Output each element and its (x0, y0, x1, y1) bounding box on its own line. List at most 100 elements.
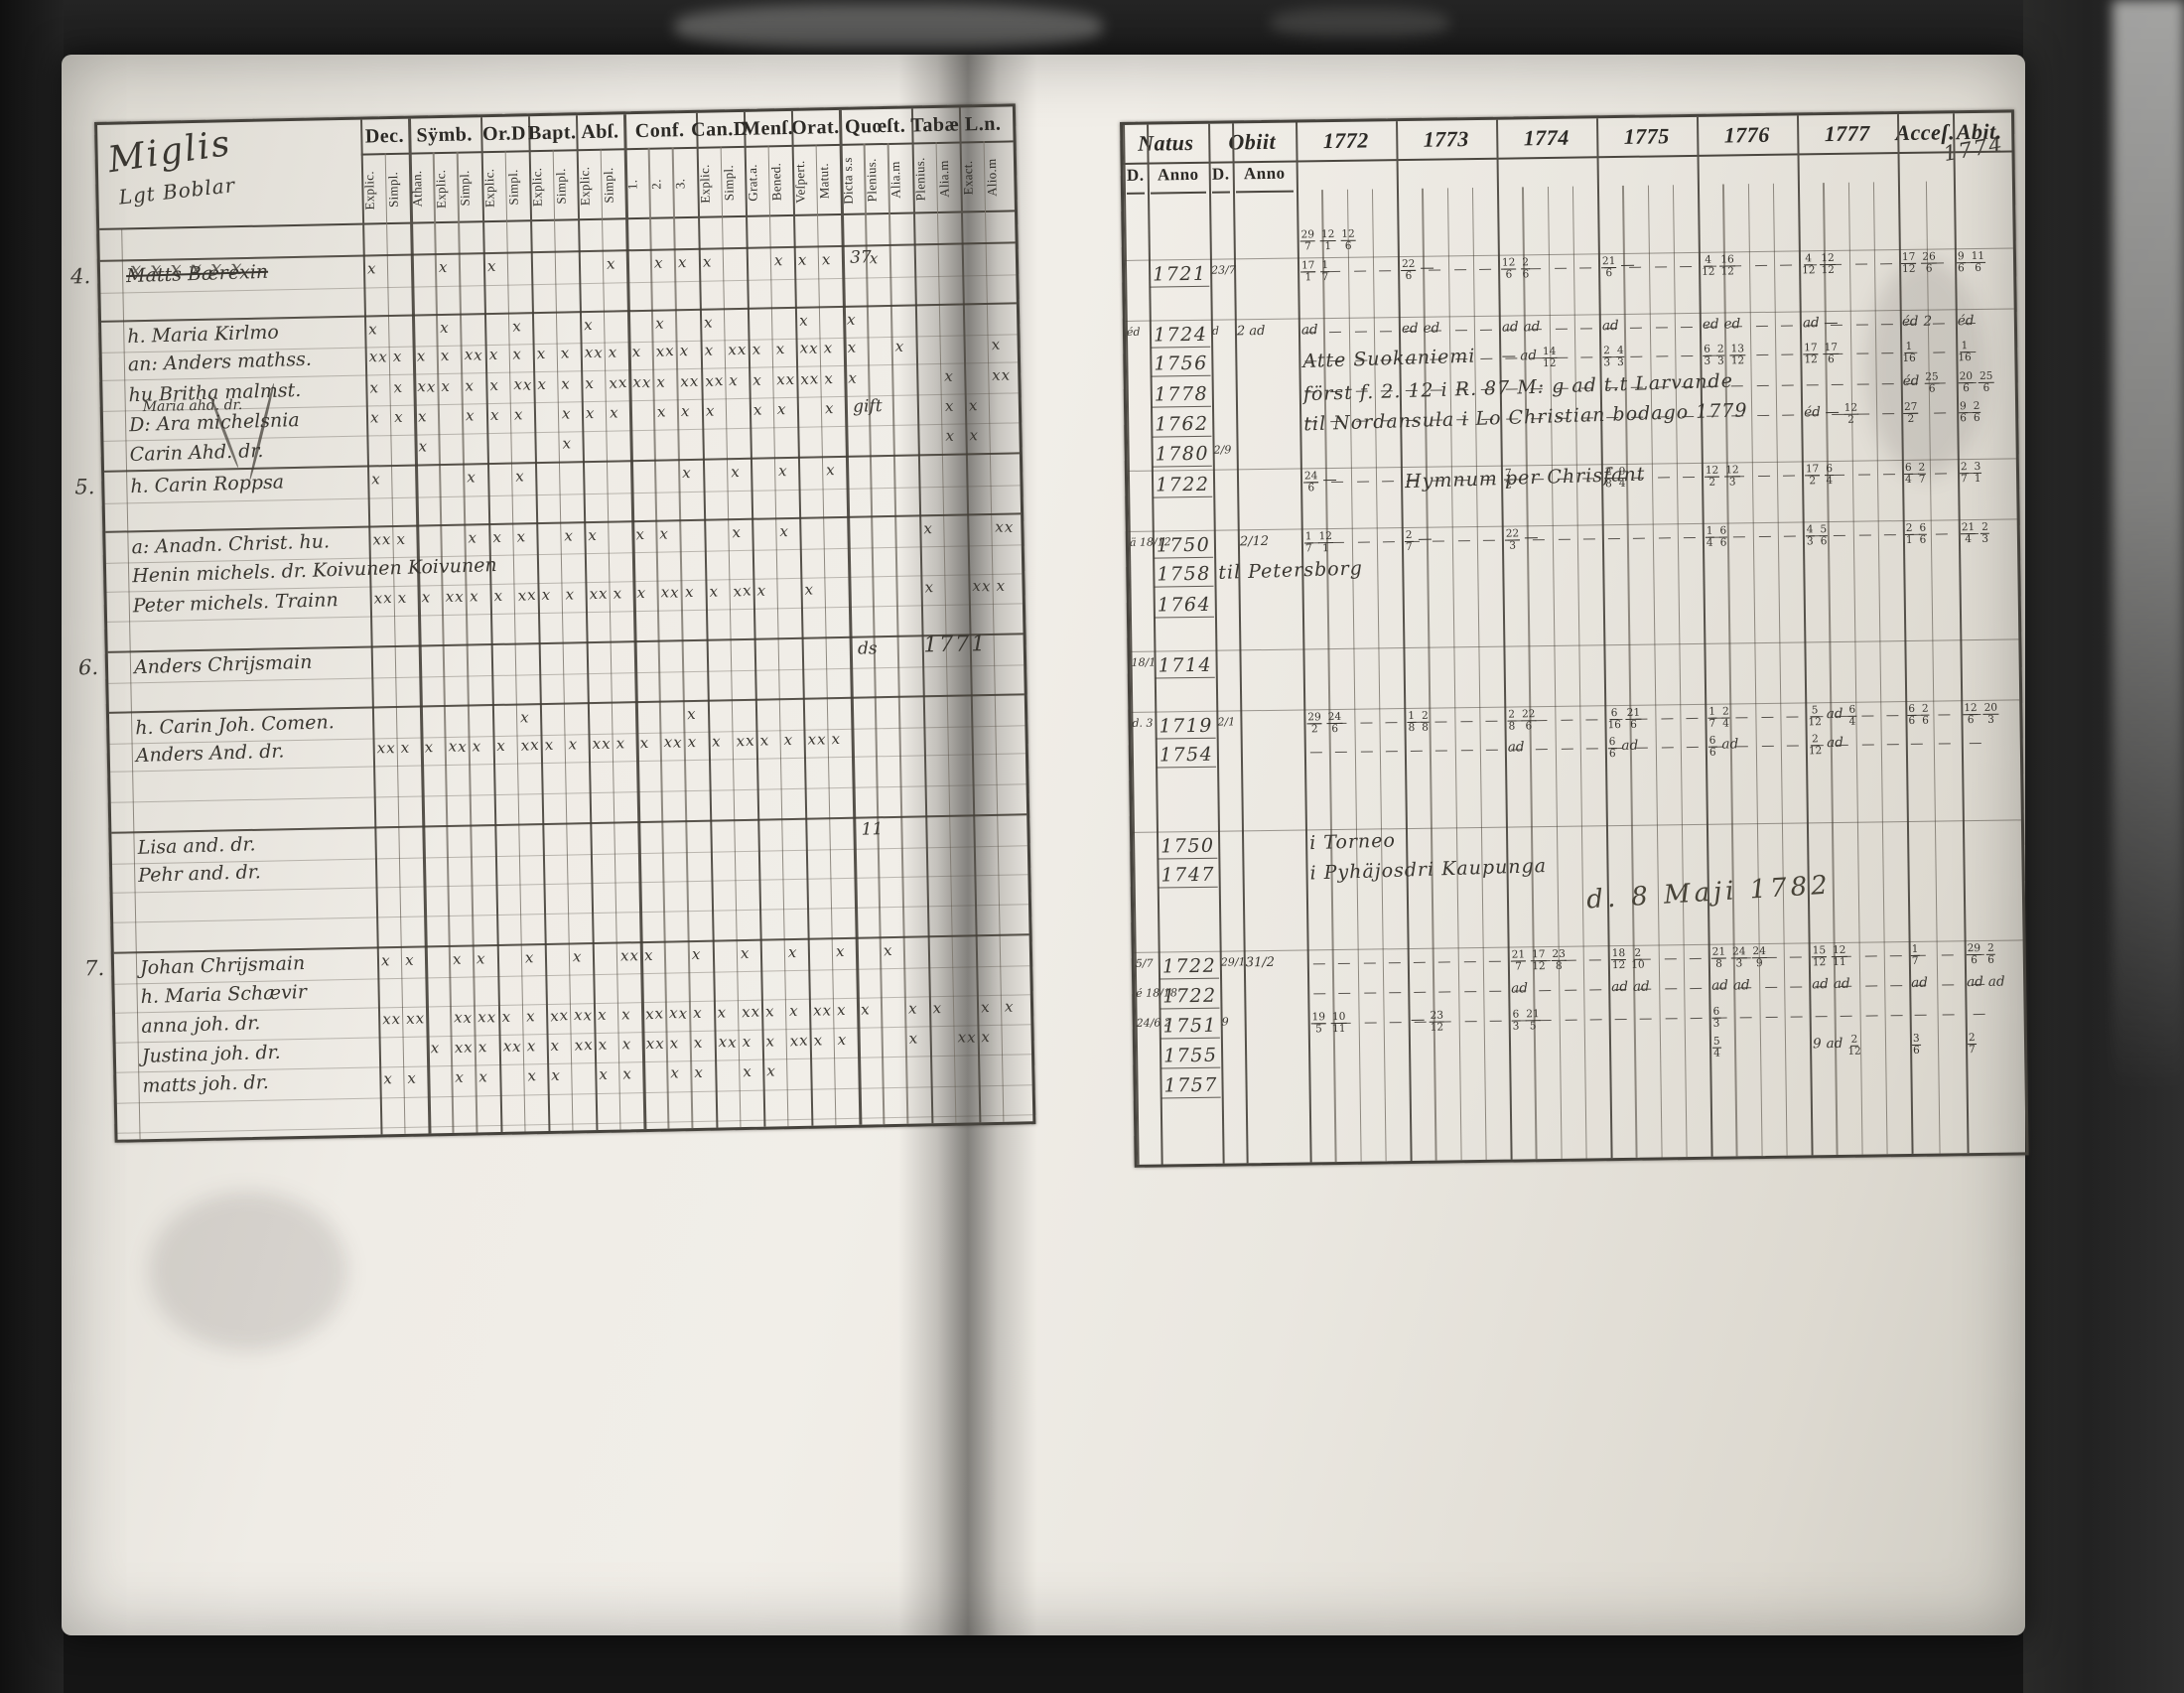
attendance-x-mark: x (478, 1067, 489, 1086)
attendance-x-mark: xx (589, 584, 609, 603)
fraction-month: 12 (1902, 263, 1916, 276)
attendance-x-mark: x (692, 945, 703, 964)
fraction-month: 1 (1905, 533, 1913, 546)
handwritten-name: Anders Chrijsmain (133, 650, 313, 679)
empty-dash (1411, 1019, 1425, 1021)
attendance-x-mark: x (418, 437, 429, 456)
attendance-x-mark: x (670, 1063, 681, 1082)
attendance-x-mark: x (568, 735, 579, 754)
acces-cell: 27 2 (1903, 401, 1957, 425)
attendance-x-mark: x (613, 583, 623, 603)
empty-dash (1825, 411, 1839, 413)
fraction-month: 6 (1708, 746, 1716, 759)
attendance-x-mark: x (491, 527, 502, 547)
subcolumn-header: Bened. (767, 162, 784, 202)
attendance-x-mark: x (655, 314, 666, 333)
fraction-month: 12 (1812, 956, 1827, 969)
fraction-month: 6 (1525, 720, 1533, 733)
handwritten-abbrev: ad (1511, 979, 1529, 997)
natus-day: 18/1 (1131, 655, 1157, 670)
attendance-x-mark: xx (991, 365, 1012, 384)
attendance-x-mark: x (550, 1066, 562, 1085)
attendance-x-mark: x (562, 434, 573, 453)
year-cell-1777: 9 ad 2 12 (1813, 1034, 1909, 1058)
attendance-x-mark: xx (669, 1003, 689, 1023)
scan-right-highlight (2113, 0, 2184, 1092)
handwritten-abbrev: ad (1300, 322, 1318, 339)
attendance-x-mark: x (631, 343, 642, 361)
attendance-x-mark: x (860, 1000, 872, 1019)
attendance-x-mark: x (783, 731, 794, 750)
attendance-x-mark: x (823, 368, 835, 388)
attendance-x-mark: x (541, 585, 552, 604)
column-header-orat: Orat. (790, 115, 840, 139)
attendance-x-mark: xx (813, 1001, 833, 1020)
empty-dash (1338, 992, 1351, 994)
date-fraction: 17 6 (1823, 342, 1840, 365)
year-cell-1774: 6 3 21 5 (1511, 1008, 1608, 1032)
fraction-day: 25 (1978, 369, 1994, 383)
attendance-x-mark: x (908, 1029, 920, 1049)
fraction-month: 6 (1331, 722, 1339, 735)
attendance-x-mark: x (406, 1068, 418, 1088)
fraction-month: 7 (1708, 717, 1716, 730)
attendance-x-mark: x (440, 318, 451, 337)
fraction-month: 8 (1715, 957, 1723, 970)
subcolumn-header: Simpl. (457, 170, 474, 207)
empty-dash (1639, 1018, 1652, 1020)
natus-year: 1750 (1158, 834, 1218, 860)
column-header-smb: Sÿmb. (416, 122, 474, 146)
subcolumn-header: Athan. (409, 170, 426, 209)
natus-year: 1750 (1153, 533, 1214, 559)
attendance-x-mark: xx (478, 1007, 497, 1027)
fraction-month: 12 (1847, 1045, 1861, 1058)
attendance-x-mark: x (703, 313, 714, 332)
handwritten-abbrev: ad (1967, 973, 1983, 990)
attendance-x-mark: xx (549, 1005, 570, 1026)
attendance-x-mark: x (536, 344, 547, 363)
attendance-x-mark: xx (454, 1038, 475, 1058)
attendance-x-mark: x (681, 401, 692, 421)
empty-dash (1418, 538, 1432, 540)
attendance-x-mark: x (969, 426, 979, 445)
attendance-x-mark: x (712, 732, 722, 751)
attendance-x-mark: x (823, 339, 834, 357)
attendance-x-mark: x (512, 345, 523, 363)
attendance-x-mark: x (742, 1033, 751, 1052)
attendance-x-mark: x (526, 1066, 538, 1086)
attendance-x-mark: xx (735, 731, 755, 751)
column-header-year-1776: 1776 (1723, 121, 1770, 148)
date-fraction: 14 12 (1541, 346, 1558, 369)
year-cell-1774: 12 6 2 6 (1500, 257, 1597, 281)
date-fraction: 2 12 (1847, 1034, 1861, 1058)
fraction-month: 2 (1847, 413, 1855, 426)
year-cell-1777: 17 2 6 4 (1804, 463, 1901, 488)
attendance-x-mark: x (773, 251, 784, 270)
empty-dash (1969, 743, 1981, 745)
attendance-x-mark: x (489, 405, 500, 424)
obiit-year: 31/2 (1245, 955, 1276, 971)
attendance-x-mark: x (585, 403, 596, 422)
year-cell-1774: 2 8 22 6 (1507, 708, 1603, 732)
scan-left-border (0, 0, 64, 1693)
attendance-x-mark: x (837, 1031, 848, 1050)
obiit-day: 29/1 (1220, 955, 1246, 969)
natus-year: 1719 (1156, 714, 1217, 740)
fraction-month: 7 (1304, 542, 1312, 555)
column-header-year-1774: 1774 (1523, 124, 1570, 151)
date-fraction: 29 6 (1966, 942, 1982, 966)
handwritten-abbrev: ed (1423, 320, 1440, 337)
fraction-month: 12 (1808, 716, 1822, 729)
attendance-x-mark: x (944, 426, 955, 446)
